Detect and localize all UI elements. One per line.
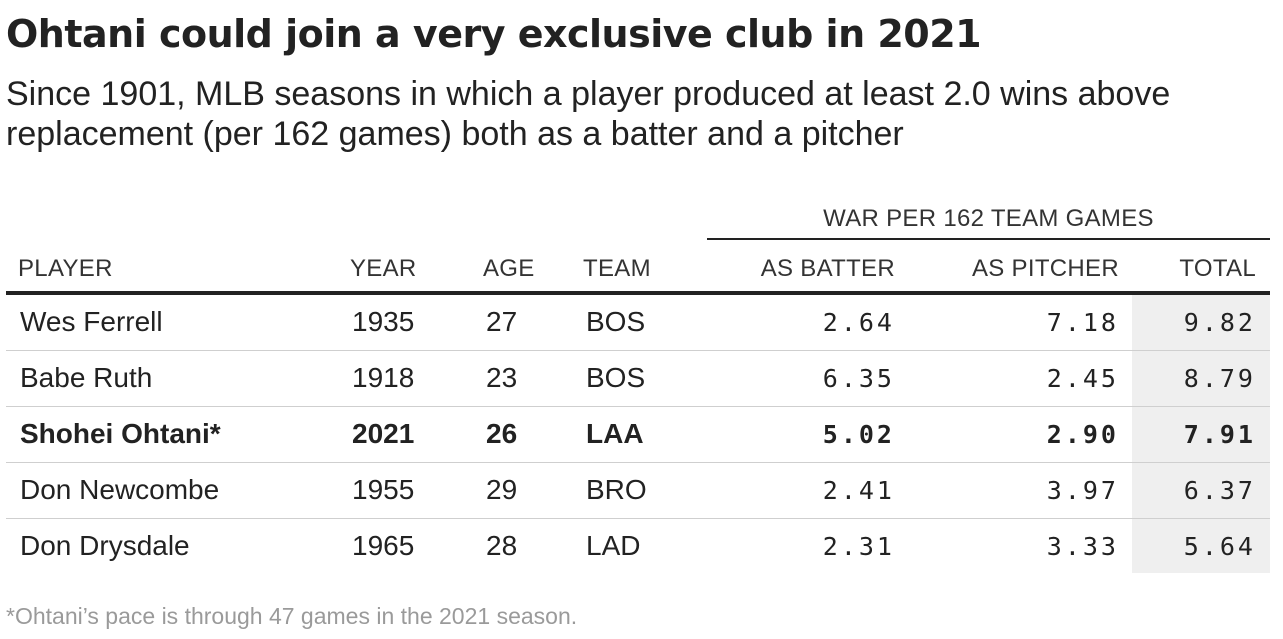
cell-age: 26	[486, 418, 518, 449]
cell-year: 2021	[352, 418, 415, 449]
cell-total: 8.79	[1183, 364, 1256, 393]
page-title: Ohtani could join a very exclusive club …	[6, 12, 982, 56]
table-row: Shohei Ohtani* 2021 26 LAA 5.02 2.90 7.9…	[6, 407, 1270, 463]
cell-as-pitcher: 3.33	[1046, 532, 1119, 561]
cell-as-pitcher: 3.97	[1046, 476, 1119, 505]
column-header-total: TOTAL	[1179, 255, 1256, 282]
column-header-as-pitcher: AS PITCHER	[971, 255, 1119, 282]
cell-team: LAA	[586, 418, 644, 449]
cell-team: LAD	[586, 530, 641, 561]
cell-total: 9.82	[1183, 308, 1256, 337]
cell-player: Wes Ferrell	[20, 306, 163, 337]
cell-team: BOS	[586, 362, 646, 393]
cell-team: BOS	[586, 306, 646, 337]
cell-as-pitcher: 2.90	[1046, 420, 1119, 449]
cell-as-batter: 2.64	[822, 308, 895, 337]
column-header-as-batter: AS BATTER	[760, 255, 895, 282]
cell-total: 5.64	[1183, 532, 1256, 561]
cell-age: 29	[486, 474, 518, 505]
table-row: Wes Ferrell 1935 27 BOS 2.64 7.18 9.82	[6, 295, 1270, 351]
cell-total: 7.91	[1183, 420, 1256, 449]
table-row: Don Drysdale 1965 28 LAD 2.31 3.33 5.64	[6, 519, 1270, 574]
table-header-row: PLAYER YEAR AGE TEAM AS BATTER AS PITCHE…	[6, 255, 1270, 295]
column-header-team: TEAM	[583, 255, 651, 282]
cell-player: Don Newcombe	[20, 474, 220, 505]
cell-as-batter: 5.02	[822, 420, 895, 449]
cell-player: Shohei Ohtani*	[20, 418, 221, 449]
cell-year: 1955	[352, 474, 415, 505]
cell-player: Don Drysdale	[20, 530, 190, 561]
cell-as-batter: 2.41	[822, 476, 895, 505]
cell-team: BRO	[586, 474, 647, 505]
cell-year: 1935	[352, 306, 415, 337]
cell-player: Babe Ruth	[20, 362, 153, 393]
table-body: Wes Ferrell 1935 27 BOS 2.64 7.18 9.82 B…	[6, 295, 1270, 574]
column-header-player: PLAYER	[18, 255, 113, 282]
column-header-age: AGE	[483, 255, 535, 282]
cell-as-pitcher: 2.45	[1046, 364, 1119, 393]
cell-as-pitcher: 7.18	[1046, 308, 1119, 337]
cell-age: 27	[486, 306, 518, 337]
table-row: Babe Ruth 1918 23 BOS 6.35 2.45 8.79	[6, 351, 1270, 407]
cell-year: 1965	[352, 530, 415, 561]
cell-age: 28	[486, 530, 518, 561]
page-subtitle: Since 1901, MLB seasons in which a playe…	[6, 75, 1171, 153]
cell-as-batter: 6.35	[822, 364, 895, 393]
war-group-header: WAR PER 162 TEAM GAMES	[707, 205, 1270, 240]
cell-age: 23	[486, 362, 518, 393]
footnote: *Ohtani’s pace is through 47 games in th…	[6, 603, 578, 629]
cell-as-batter: 2.31	[822, 532, 895, 561]
table-row: Don Newcombe 1955 29 BRO 2.41 3.97 6.37	[6, 463, 1270, 519]
column-header-year: YEAR	[350, 255, 417, 282]
cell-year: 1918	[352, 362, 415, 393]
cell-total: 6.37	[1183, 476, 1256, 505]
total-column-shading	[1132, 295, 1270, 573]
